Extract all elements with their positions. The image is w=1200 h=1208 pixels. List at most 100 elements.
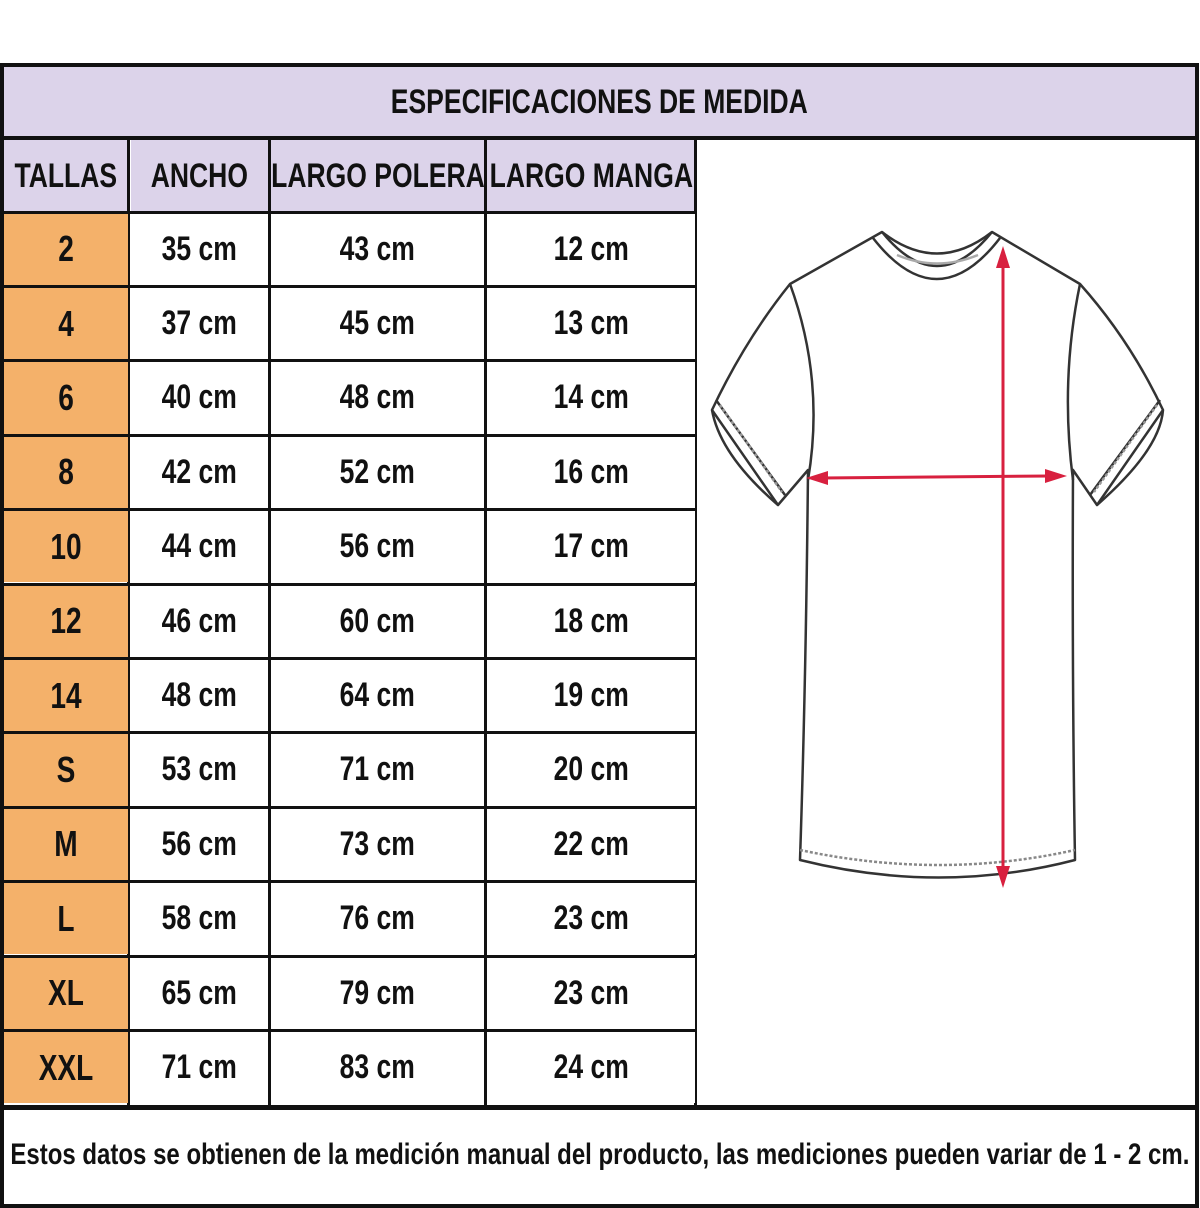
cell-value: 2	[58, 228, 74, 270]
cell-value: 35 cm	[161, 229, 238, 268]
cell-value: 53 cm	[161, 750, 238, 789]
cell-largo-manga: 17 cm	[487, 511, 695, 583]
cell-value: 45 cm	[339, 304, 416, 343]
cell-largo-polera: 52 cm	[271, 436, 484, 509]
cell-ancho: 48 cm	[131, 659, 268, 732]
divider	[268, 137, 271, 1105]
size-label: 2	[4, 213, 128, 285]
chart-title: ESPECIFICACIONES DE MEDIDA	[4, 67, 1195, 137]
cell-ancho: 37 cm	[131, 287, 268, 360]
cell-value: XXL	[38, 1046, 94, 1088]
divider	[4, 805, 696, 809]
cell-largo-manga: 23 cm	[487, 957, 695, 1029]
cell-ancho: 44 cm	[131, 511, 268, 583]
cell-largo-manga: 13 cm	[487, 287, 695, 360]
size-label: L	[4, 883, 128, 955]
cell-value: 12 cm	[553, 229, 629, 268]
cell-value: S	[56, 748, 76, 790]
size-label: M	[4, 808, 128, 881]
size-label: XXL	[4, 1031, 128, 1104]
cell-value: 40 cm	[161, 378, 238, 417]
cell-value: M	[54, 823, 78, 865]
header-label: TALLAS	[14, 156, 118, 195]
divider	[4, 1105, 1195, 1110]
size-label: XL	[4, 957, 128, 1029]
cell-value: 23 cm	[553, 973, 629, 1012]
cell-value: 65 cm	[161, 973, 238, 1012]
divider	[4, 359, 696, 363]
divider	[4, 508, 696, 512]
size-label: 8	[4, 436, 128, 509]
cell-largo-manga: 23 cm	[487, 883, 695, 955]
cell-largo-polera: 56 cm	[271, 511, 484, 583]
header-largo-manga: LARGO MANGA	[487, 140, 695, 212]
cell-ancho: 42 cm	[131, 436, 268, 509]
cell-ancho: 71 cm	[131, 1031, 268, 1104]
cell-largo-polera: 71 cm	[271, 734, 484, 806]
cell-value: 79 cm	[339, 973, 416, 1012]
divider	[4, 731, 696, 735]
cell-value: 6	[58, 376, 74, 418]
divider	[4, 656, 696, 660]
cell-value: 12	[50, 600, 82, 642]
size-label: 14	[4, 659, 128, 732]
size-label: 10	[4, 511, 128, 583]
cell-value: 76 cm	[339, 899, 416, 938]
header-largo-polera: LARGO POLERA	[271, 140, 484, 212]
cell-value: 22 cm	[553, 824, 629, 863]
cell-value: 14	[50, 674, 82, 716]
header-talla: TALLAS	[4, 140, 128, 212]
cell-value: 43 cm	[339, 229, 416, 268]
divider	[4, 1028, 696, 1032]
cell-ancho: 56 cm	[131, 808, 268, 881]
cell-value: 60 cm	[339, 601, 416, 640]
cell-largo-polera: 48 cm	[271, 362, 484, 434]
size-label: S	[4, 734, 128, 806]
cell-ancho: 53 cm	[131, 734, 268, 806]
cell-value: 56 cm	[339, 527, 416, 566]
cell-largo-polera: 45 cm	[271, 287, 484, 360]
cell-largo-manga: 18 cm	[487, 585, 695, 657]
cell-value: 14 cm	[553, 378, 629, 417]
cell-value: XL	[48, 972, 84, 1014]
cell-value: 46 cm	[161, 601, 238, 640]
cell-value: 71 cm	[339, 750, 416, 789]
divider	[694, 137, 697, 1105]
cell-value: 58 cm	[161, 899, 238, 938]
cell-largo-polera: 64 cm	[271, 659, 484, 732]
cell-largo-polera: 83 cm	[271, 1031, 484, 1104]
cell-ancho: 46 cm	[131, 585, 268, 657]
header-label: LARGO POLERA	[270, 156, 485, 195]
cell-largo-manga: 12 cm	[487, 213, 695, 285]
cell-value: 52 cm	[339, 452, 416, 491]
cell-value: 73 cm	[339, 824, 416, 863]
cell-value: 56 cm	[161, 824, 238, 863]
cell-value: 4	[58, 302, 74, 344]
cell-value: 13 cm	[553, 304, 629, 343]
header-label: ANCHO	[150, 156, 249, 195]
cell-value: 71 cm	[161, 1048, 238, 1087]
cell-largo-polera: 76 cm	[271, 883, 484, 955]
divider	[4, 954, 696, 958]
header-ancho: ANCHO	[131, 140, 268, 212]
t-shirt-illustration	[697, 140, 1195, 1105]
cell-largo-manga: 14 cm	[487, 362, 695, 434]
cell-value: 10	[50, 525, 82, 567]
cell-value: 20 cm	[553, 750, 629, 789]
cell-value: 44 cm	[161, 527, 238, 566]
cell-ancho: 35 cm	[131, 213, 268, 285]
cell-value: L	[57, 897, 75, 939]
cell-largo-manga: 20 cm	[487, 734, 695, 806]
cell-value: 42 cm	[161, 452, 238, 491]
cell-value: 48 cm	[161, 676, 238, 715]
header-label: LARGO MANGA	[489, 156, 693, 195]
divider	[4, 284, 696, 288]
cell-largo-manga: 19 cm	[487, 659, 695, 732]
divider	[127, 137, 130, 1105]
cell-largo-polera: 43 cm	[271, 213, 484, 285]
cell-value: 16 cm	[553, 452, 629, 491]
cell-ancho: 65 cm	[131, 957, 268, 1029]
cell-value: 64 cm	[339, 676, 416, 715]
cell-largo-polera: 73 cm	[271, 808, 484, 881]
footer-note: Estos datos se obtienen de la medición m…	[10, 1138, 1189, 1171]
